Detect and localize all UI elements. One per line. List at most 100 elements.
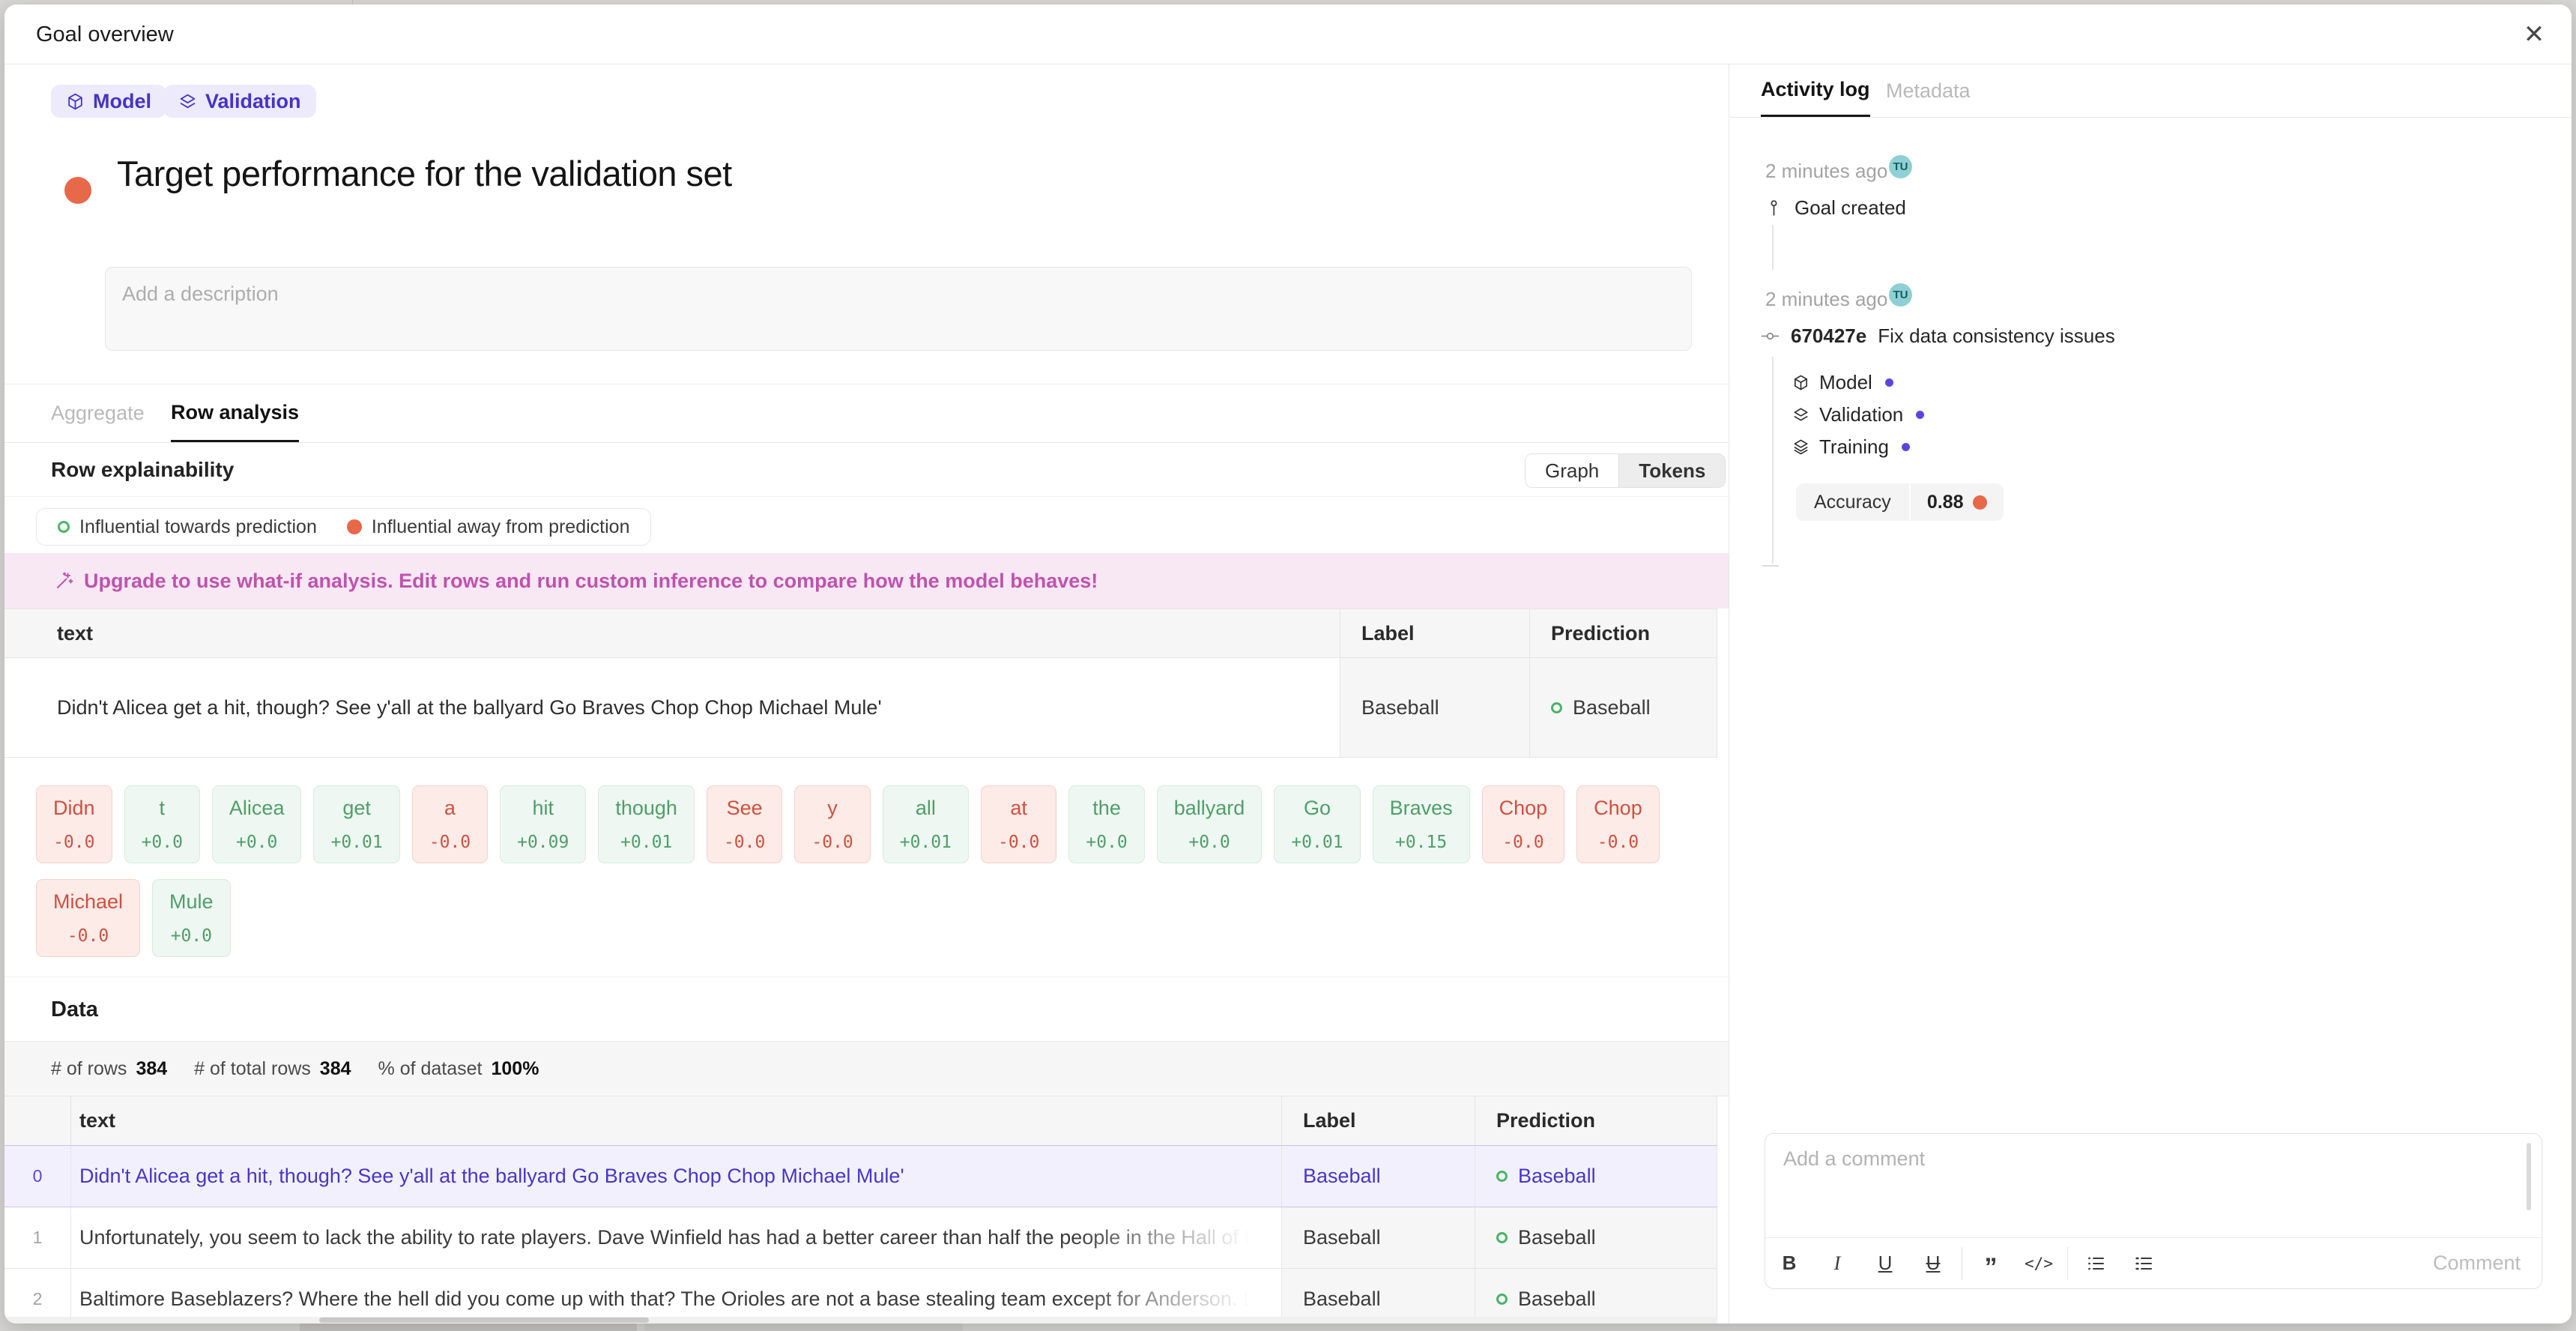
legend-band: Influential towards prediction Influenti… — [4, 497, 1729, 553]
text-fade-overlay — [1071, 1269, 1281, 1324]
timeline-endcap — [1762, 565, 1779, 567]
code-icon[interactable]: </> — [2025, 1254, 2053, 1273]
commit-hash[interactable]: 670427e — [1791, 325, 1867, 347]
badge-model[interactable]: Model — [51, 85, 166, 118]
token-value: -0.0 — [53, 833, 95, 852]
dataset-stat: # of total rows 384 — [194, 1058, 351, 1080]
activity-panel: Activity log Metadata 2 minutes ago TU G… — [1730, 64, 2572, 1324]
underline-icon[interactable]: U — [1878, 1252, 1893, 1274]
token-chip: hit +0.09 — [500, 785, 587, 863]
bullet-list-icon[interactable] — [2120, 1238, 2168, 1289]
entry-timestamp: 2 minutes ago — [1765, 160, 1888, 182]
comment-submit-button[interactable]: Comment — [2432, 1252, 2521, 1274]
token-chip: though +0.01 — [598, 785, 695, 863]
row-text: Baltimore Baseblazers? Where the hell di… — [79, 1288, 1268, 1310]
token-value: +0.01 — [1291, 833, 1343, 852]
bold-icon[interactable]: B — [1782, 1252, 1797, 1274]
upgrade-link[interactable]: Upgrade to use what-if analysis. Edit ro… — [84, 569, 1098, 592]
blockquote-icon[interactable]: ” — [1984, 1253, 1998, 1282]
orange-dot-icon — [1973, 495, 1988, 510]
column-header-label: Label — [1340, 609, 1529, 657]
token-word: though — [615, 797, 677, 819]
comment-toolbar: B I U U ” </> Comment — [1765, 1237, 2542, 1288]
token-value: +0.0 — [1086, 833, 1128, 852]
token-chip: Didn -0.0 — [36, 785, 112, 863]
tab-row-analysis[interactable]: Row analysis — [171, 384, 300, 442]
description-input[interactable]: Add a description — [105, 267, 1692, 351]
stat-value: 384 — [136, 1057, 168, 1079]
token-word: at — [1010, 797, 1027, 819]
token-chip: Chop -0.0 — [1481, 785, 1565, 863]
table-row[interactable]: 1 Unfortunately, you seem to lack the ab… — [4, 1207, 1717, 1268]
composer-scrollbar[interactable] — [2527, 1143, 2531, 1210]
badge-validation[interactable]: Validation — [163, 85, 316, 118]
token-value: +0.01 — [899, 833, 952, 852]
data-table-header: text Label Prediction — [4, 1096, 1717, 1145]
text-fade-overlay — [1071, 1207, 1281, 1268]
cube-icon — [68, 93, 82, 109]
wand-icon — [54, 570, 75, 591]
prediction-ring-icon — [1551, 701, 1562, 713]
horizontal-scrollbar-track[interactable] — [4, 1317, 1717, 1324]
tab-aggregate[interactable]: Aggregate — [51, 402, 145, 424]
tab-metadata[interactable]: Metadata — [1886, 79, 1971, 102]
milestone-icon — [1771, 200, 1777, 216]
token-word: get — [342, 797, 371, 819]
metric-value-cell: 0.88 — [1910, 483, 2004, 521]
prediction-ring-icon — [1496, 1171, 1508, 1182]
stat-value: 384 — [319, 1057, 351, 1079]
token-chip: at -0.0 — [980, 785, 1057, 863]
goal-overview-modal: Goal overview ✕ Model Validation Target … — [4, 4, 2572, 1324]
dataset-stat: # of rows 384 — [51, 1058, 167, 1080]
row-explainability-heading: Row explainability — [51, 458, 235, 481]
token-chip: y -0.0 — [794, 785, 871, 863]
tab-activity-log[interactable]: Activity log — [1761, 64, 1870, 117]
token-chip: a -0.0 — [411, 785, 489, 863]
main-column: Model Validation Target performance for … — [4, 64, 1729, 1324]
stat-label: # of total rows — [194, 1057, 311, 1079]
token-value: +0.01 — [330, 833, 383, 852]
prediction-value: Baseball — [1573, 695, 1651, 719]
comment-input[interactable]: Add a comment — [1783, 1147, 1926, 1170]
prediction-ring-icon — [1496, 1294, 1508, 1305]
row-text-cell: Unfortunately, you seem to lack the abil… — [70, 1207, 1281, 1268]
token-value: +0.0 — [236, 833, 278, 852]
column-header-text: text — [70, 1096, 1281, 1145]
token-word: Braves — [1389, 797, 1453, 819]
orange-dot-icon — [346, 519, 362, 534]
italic-icon[interactable]: I — [1833, 1252, 1841, 1274]
row-text: Unfortunately, you seem to lack the abil… — [79, 1226, 1268, 1249]
dataset-stats-bar: # of rows 384 # of total rows 384 % of d… — [4, 1041, 1729, 1096]
legend-towards-label: Influential towards prediction — [79, 516, 317, 537]
toggle-tokens[interactable]: Tokens — [1618, 454, 1726, 487]
background-scrollbar-segment — [644, 1324, 963, 1331]
strikethrough-icon[interactable]: U — [1926, 1252, 1941, 1274]
layers-icon — [1794, 408, 1808, 421]
row-prediction-cell: Baseball — [1475, 1269, 1717, 1324]
prediction-value: Baseball — [1518, 1226, 1596, 1249]
stat-label: % of dataset — [378, 1057, 483, 1079]
metric-label: Accuracy — [1796, 483, 1911, 521]
close-icon[interactable]: ✕ — [2523, 20, 2545, 49]
horizontal-scrollbar-thumb[interactable] — [319, 1318, 649, 1323]
data-table: text Label Prediction 0 Didn't Alicea ge… — [4, 1096, 1717, 1324]
table-row[interactable]: 2 Baltimore Baseblazers? Where the hell … — [4, 1268, 1717, 1324]
token-chip: t +0.0 — [124, 785, 200, 863]
green-ring-icon — [58, 521, 70, 533]
token-value: +0.15 — [1394, 833, 1448, 852]
column-header-prediction: Prediction — [1475, 1096, 1717, 1145]
ordered-list-icon[interactable] — [2072, 1238, 2120, 1289]
explainability-row[interactable]: Didn't Alicea get a hit, though? See y'a… — [4, 658, 1717, 758]
token-value: -0.0 — [811, 833, 853, 852]
tag-label: Validation — [1819, 403, 1904, 426]
prediction-value: Baseball — [1518, 1288, 1596, 1310]
goal-created-event: Goal created — [1765, 196, 1906, 220]
toggle-graph[interactable]: Graph — [1526, 454, 1619, 487]
metric-value: 0.88 — [1926, 491, 1964, 513]
row-index: 1 — [32, 1228, 43, 1247]
prediction-ring-icon — [1496, 1232, 1508, 1243]
stat-label: # of rows — [51, 1057, 127, 1079]
table-row[interactable]: 0 Didn't Alicea get a hit, though? See y… — [4, 1145, 1717, 1207]
commit-event: 670427e Fix data consistency issues — [1761, 325, 2115, 348]
token-word: Go — [1303, 797, 1331, 819]
